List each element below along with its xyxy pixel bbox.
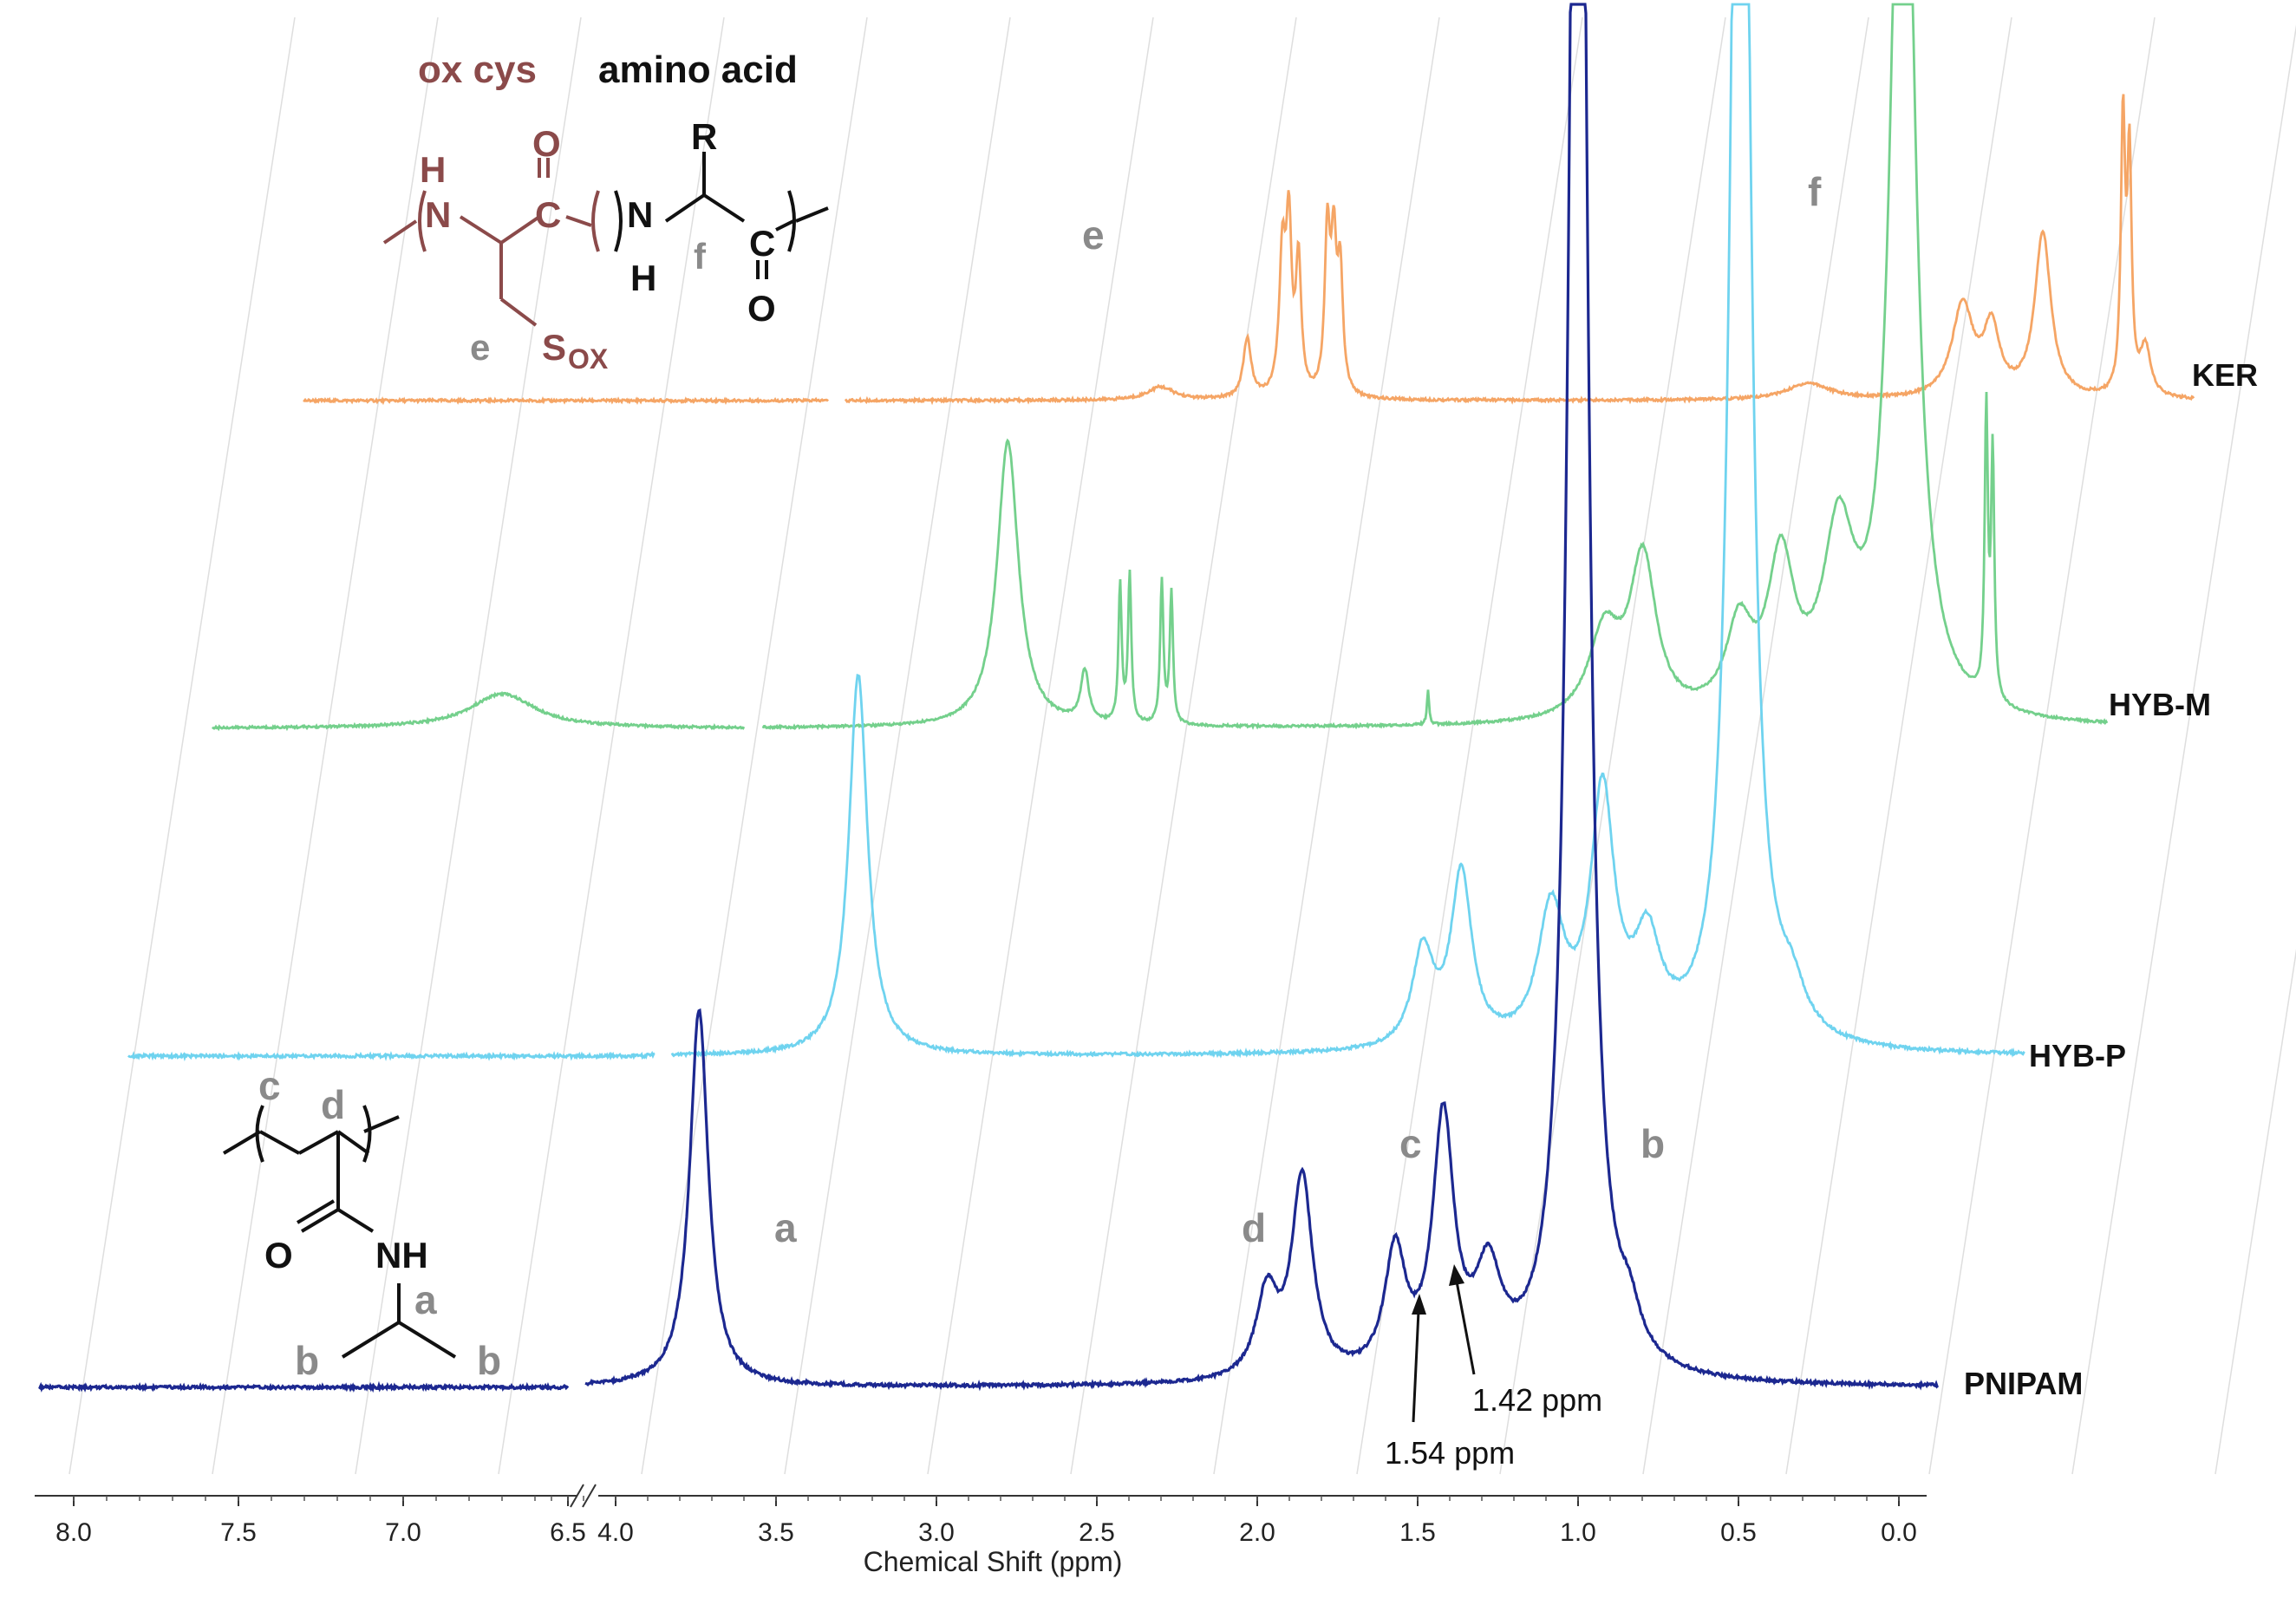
grid-line: [927, 16, 1154, 1475]
x-tick-label: 2.0: [1239, 1518, 1275, 1547]
x-tick-label: 2.5: [1079, 1518, 1115, 1547]
grid-line: [1356, 16, 1583, 1475]
x-tick-label: 3.0: [918, 1518, 955, 1547]
keratin-bonds: [382, 152, 829, 327]
pnipam-c: c: [258, 1063, 281, 1108]
peak-label-b: b: [1640, 1121, 1665, 1166]
spectrum-line-hyb-p: [127, 3, 2025, 1062]
keratin-o-2: O: [747, 288, 776, 329]
keratin-h-1: H: [420, 149, 446, 190]
spectrum-line-pnipam: [38, 3, 1940, 1393]
series-label-ker: KER: [2192, 357, 2258, 393]
peak-label-c: c: [1399, 1121, 1422, 1166]
spectrum-line-hyb-m: [212, 3, 2109, 732]
series-label-hyb-p: HYB-P: [2029, 1038, 2126, 1073]
pnipam-a: a: [414, 1277, 437, 1322]
x-tick-label: 3.5: [758, 1518, 794, 1547]
keratin-structure: ox cys amino acid H N O C R N: [382, 49, 829, 375]
x-tick-label: 1.5: [1399, 1518, 1436, 1547]
grid-line: [1785, 16, 2012, 1475]
pnipam-b-right: b: [477, 1338, 501, 1383]
series-label-pnipam: PNIPAM: [1964, 1366, 2083, 1401]
x-axis-title: Chemical Shift (ppm): [864, 1546, 1123, 1577]
annotation-1-54: 1.54 ppm: [1385, 1294, 1515, 1471]
keratin-ox-subscript: OX: [568, 343, 609, 375]
grid-line: [2214, 949, 2296, 1475]
spectra: [38, 3, 2195, 1393]
annotation-text-1-54: 1.54 ppm: [1385, 1435, 1515, 1471]
keratin-n-1: N: [425, 194, 451, 235]
annotation-text-1-42: 1.42 ppm: [1472, 1382, 1602, 1418]
peak-label-a: a: [774, 1205, 797, 1250]
axis-break-icon: [570, 1484, 597, 1508]
keratin-r: R: [691, 116, 717, 157]
peak-label-e: e: [1082, 212, 1105, 258]
keratin-s: S: [542, 327, 566, 368]
grid-line: [1642, 16, 1869, 1475]
pnipam-o: O: [264, 1235, 293, 1276]
pnipam-nh: NH: [375, 1235, 428, 1276]
grid-line: [784, 16, 1011, 1475]
grid-line: [212, 16, 439, 1475]
grid-line: [498, 16, 725, 1475]
pnipam-b-left: b: [295, 1338, 319, 1383]
x-tick-label: 8.0: [55, 1518, 92, 1547]
peak-label-d: d: [1242, 1205, 1266, 1250]
x-tick-label: 7.0: [385, 1518, 421, 1547]
x-tick-label: 0.0: [1881, 1518, 1917, 1547]
x-tick-label: 0.5: [1720, 1518, 1757, 1547]
x-tick-label: 7.5: [220, 1518, 257, 1547]
series-label-hyb-m: HYB-M: [2109, 687, 2211, 722]
grid-line: [68, 16, 296, 1475]
pnipam-bonds: [222, 1105, 457, 1359]
peak-label-f: f: [1808, 169, 1822, 214]
x-axis: 8.0 7.5 7.0 6.5 4.0 3.5 3.0 2.5 2.0 1.5 1.0 0.5 0.0: [35, 1484, 1927, 1547]
amino-acid-header: amino acid: [598, 49, 798, 91]
x-tick-label: 6.5: [550, 1518, 586, 1547]
grid-line: [1213, 16, 1440, 1475]
x-tick-label: 1.0: [1560, 1518, 1596, 1547]
keratin-f: f: [694, 236, 707, 277]
keratin-e: e: [470, 327, 490, 368]
pnipam-d: d: [321, 1082, 345, 1127]
grid-line: [2071, 24, 2296, 1475]
grid-line: [1928, 16, 2156, 1475]
keratin-c-1: C: [535, 194, 561, 235]
annotation-1-42: 1.42 ppm: [1449, 1264, 1602, 1418]
x-tick-label: 4.0: [597, 1518, 634, 1547]
grid-line: [355, 16, 582, 1475]
spectrum-line-ker: [303, 94, 2195, 406]
grid-line: [1070, 16, 1297, 1475]
ox-cys-header: ox cys: [418, 49, 537, 91]
keratin-o-1: O: [532, 123, 561, 164]
grid-line: [1499, 16, 1726, 1475]
pnipam-structure: c d O NH a b b: [222, 1063, 501, 1383]
keratin-n-2: N: [627, 194, 653, 235]
keratin-c-2: C: [749, 223, 775, 264]
keratin-h-2: H: [630, 258, 656, 298]
perspective-grid: [68, 16, 2296, 1475]
grid-line: [641, 16, 868, 1475]
